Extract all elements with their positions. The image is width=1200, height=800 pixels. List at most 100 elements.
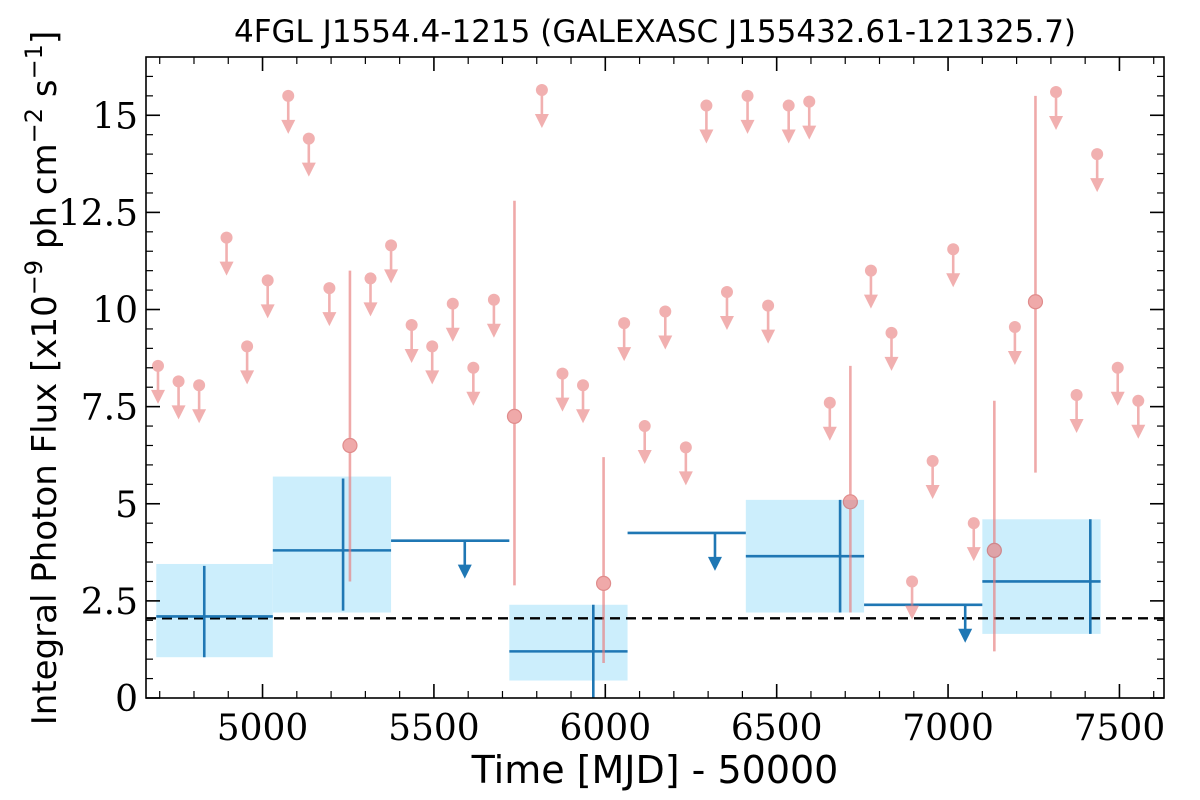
y-tick-label: 15 bbox=[92, 96, 138, 137]
short-bin-upper-limit-30 bbox=[863, 264, 878, 309]
short-bin-ul-arrowhead bbox=[486, 323, 501, 338]
y-axis-label-mid: ph cm bbox=[25, 143, 65, 260]
long-bin-upper-limit-0 bbox=[391, 539, 510, 579]
short-bin-upper-limit-16 bbox=[534, 84, 549, 129]
short-bin-ul-marker bbox=[659, 305, 672, 318]
short-bin-ul-arrowhead bbox=[384, 269, 399, 284]
short-bin-upper-limit-15 bbox=[486, 293, 501, 338]
short-bin-upper-limit-8 bbox=[322, 282, 337, 327]
short-bin-ul-marker bbox=[487, 293, 500, 306]
short-bin-detection-3 bbox=[842, 365, 858, 613]
long-bin-ul-arrowhead bbox=[958, 628, 973, 643]
x-axis-label: Time [MJD] - 50000 bbox=[471, 748, 839, 792]
short-bin-ul-arrowhead bbox=[1090, 178, 1105, 193]
short-bin-ul-marker bbox=[967, 517, 980, 530]
short-bin-ul-marker bbox=[323, 282, 336, 295]
short-bin-upper-limit-35 bbox=[966, 517, 981, 562]
short-bin-upper-limit-25 bbox=[740, 89, 755, 134]
short-bin-ul-arrowhead bbox=[802, 125, 817, 140]
short-bin-ul-arrowhead bbox=[699, 129, 714, 144]
short-bin-ul-marker bbox=[151, 359, 164, 372]
short-bin-upper-limit-29 bbox=[822, 396, 837, 441]
long-bin-detection-2 bbox=[509, 604, 628, 698]
short-bin-ul-marker bbox=[618, 317, 631, 330]
short-bin-ul-marker bbox=[1070, 388, 1083, 401]
long-bin-band-4 bbox=[982, 519, 1101, 634]
short-bin-ul-marker bbox=[700, 99, 713, 112]
short-bin-upper-limit-27 bbox=[781, 99, 796, 144]
short-bin-ul-marker bbox=[241, 340, 254, 353]
short-bin-detection-2 bbox=[595, 457, 612, 664]
short-bin-upper-limit-2 bbox=[192, 379, 207, 424]
short-bin-upper-limit-5 bbox=[260, 274, 275, 319]
y-axis-label: Integral Photon Flux [x10−9 ph cm−2 s−1] bbox=[20, 31, 65, 725]
short-bin-upper-limit-41 bbox=[1131, 394, 1146, 439]
short-bin-ul-arrowhead bbox=[534, 114, 549, 129]
short-bin-ul-arrowhead bbox=[658, 335, 673, 350]
short-bin-ul-marker bbox=[364, 272, 377, 285]
short-bin-upper-limit-9 bbox=[363, 272, 378, 317]
short-bin-upper-limit-31 bbox=[884, 326, 899, 371]
short-bin-ul-marker bbox=[885, 326, 898, 339]
plot-area bbox=[146, 84, 1164, 698]
short-bin-ul-arrowhead bbox=[822, 426, 837, 441]
short-bin-upper-limit-1 bbox=[171, 375, 186, 420]
short-bin-ul-arrowhead bbox=[1110, 391, 1125, 406]
short-bin-upper-limit-23 bbox=[699, 99, 714, 144]
short-bin-ul-marker bbox=[405, 319, 418, 332]
short-bin-ul-arrowhead bbox=[301, 162, 316, 177]
axes: 5000 5500 6000 6500 7000 7500 0 2.5 5 7.5 10 12.5 15 bbox=[58, 57, 1165, 749]
long-bin-upper-limit-1 bbox=[627, 531, 746, 571]
short-bin-upper-limit-17 bbox=[555, 367, 570, 412]
short-bin-ul-marker bbox=[577, 379, 590, 392]
long-bin-band-2 bbox=[509, 604, 628, 681]
y-tick-label: 5 bbox=[115, 485, 138, 526]
short-bin-ul-marker bbox=[926, 455, 939, 468]
long-bin-detection-0 bbox=[156, 565, 273, 658]
y-axis-label-main: Integral Photon Flux [x10 bbox=[25, 295, 65, 725]
short-bin-detection-0 bbox=[342, 270, 358, 582]
short-bin-upper-limit-13 bbox=[445, 297, 460, 342]
short-bin-upper-limit-0 bbox=[150, 359, 165, 404]
short-bin-ul-marker bbox=[762, 299, 775, 312]
long-bin-band-1 bbox=[272, 476, 392, 613]
short-bin-upper-limit-32 bbox=[905, 575, 920, 620]
short-bin-ul-arrowhead bbox=[637, 450, 652, 465]
short-bin-ul-arrowhead bbox=[678, 471, 693, 486]
short-bin-upper-limit-21 bbox=[658, 305, 673, 350]
short-bin-ul-arrowhead bbox=[555, 397, 570, 412]
y-tick-label: 10 bbox=[92, 291, 138, 332]
long-bin-detection-1 bbox=[272, 478, 392, 611]
short-bin-ul-arrowhead bbox=[445, 327, 460, 342]
short-bin-upper-limit-19 bbox=[617, 317, 632, 362]
long-bin-band-0 bbox=[156, 563, 273, 658]
short-bin-upper-limit-4 bbox=[240, 340, 255, 385]
long-bin-detection-3 bbox=[745, 499, 865, 613]
short-bin-ul-marker bbox=[1132, 394, 1145, 407]
short-bin-upper-limit-20 bbox=[637, 420, 652, 465]
x-tick-label: 5500 bbox=[388, 708, 480, 749]
short-bin-ul-arrowhead bbox=[219, 261, 234, 276]
long-bin-upper-limit-2 bbox=[864, 603, 983, 643]
long-bin-ul-arrowhead bbox=[707, 556, 722, 571]
short-bin-detection-5 bbox=[1027, 95, 1044, 473]
short-bin-ul-marker bbox=[1111, 361, 1124, 374]
short-bin-ul-marker bbox=[823, 396, 836, 409]
short-bin-upper-limit-40 bbox=[1110, 361, 1125, 406]
short-bin-ul-arrowhead bbox=[150, 389, 165, 404]
short-bin-detection-1 bbox=[506, 200, 523, 586]
short-bin-ul-arrowhead bbox=[192, 409, 207, 424]
y-axis-label-exp2: −2 bbox=[20, 108, 48, 143]
short-bin-ul-arrowhead bbox=[281, 119, 296, 134]
x-tick-label: 7500 bbox=[1074, 708, 1166, 749]
short-bin-ul-arrowhead bbox=[740, 119, 755, 134]
short-bin-ul-arrowhead bbox=[905, 605, 920, 620]
short-bin-ul-arrowhead bbox=[863, 294, 878, 309]
x-tick-label: 6500 bbox=[731, 708, 823, 749]
short-bin-upper-limit-18 bbox=[576, 379, 591, 424]
short-bin-detection-marker bbox=[595, 575, 612, 591]
y-tick-label: 7.5 bbox=[81, 388, 138, 429]
short-bin-ul-marker bbox=[556, 367, 569, 380]
short-bin-detection-4 bbox=[986, 400, 1002, 652]
chart-title: 4FGL J1554.4-1215 (GALEXASC J155432.61-1… bbox=[234, 14, 1076, 50]
